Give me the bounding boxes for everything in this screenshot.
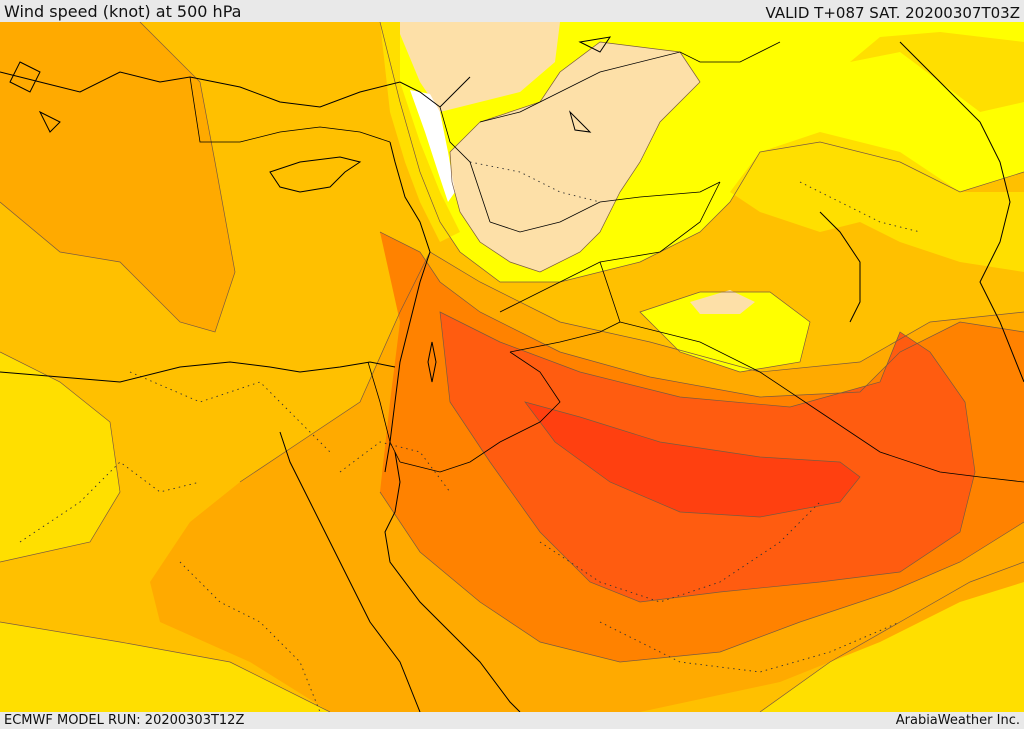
borders (189, 41, 1024, 483)
dotted-boundaries (19, 161, 921, 712)
field-gold-south (0, 622, 330, 712)
credit: ArabiaWeather Inc. (895, 713, 1020, 728)
coastlines (0, 36, 1024, 712)
field-gold-southwest (0, 352, 120, 562)
field-gold-northeast (730, 132, 1024, 272)
field-beige-east (690, 290, 755, 314)
field-orange-west (0, 22, 235, 332)
field-white (410, 90, 455, 202)
map-title: Wind speed (knot) at 500 hPa (4, 2, 242, 21)
field-gold-north-bay (850, 32, 1024, 112)
valid-time: VALID T+087 SAT. 20200307T03Z (765, 4, 1020, 22)
header-bar: Wind speed (knot) at 500 hPa VALID T+087… (0, 0, 1024, 22)
field-red-core (525, 402, 860, 517)
wind-speed-map-svg (0, 22, 1024, 712)
field-yellow-east (640, 292, 810, 372)
footer-bar: ECMWF MODEL RUN: 20200303T12Z ArabiaWeat… (0, 712, 1024, 729)
field-beige-north (395, 22, 560, 112)
field-gold-levant (380, 22, 460, 242)
weather-map[interactable] (0, 22, 1024, 712)
field-beige-central (450, 42, 700, 272)
model-run: ECMWF MODEL RUN: 20200303T12Z (4, 713, 245, 728)
